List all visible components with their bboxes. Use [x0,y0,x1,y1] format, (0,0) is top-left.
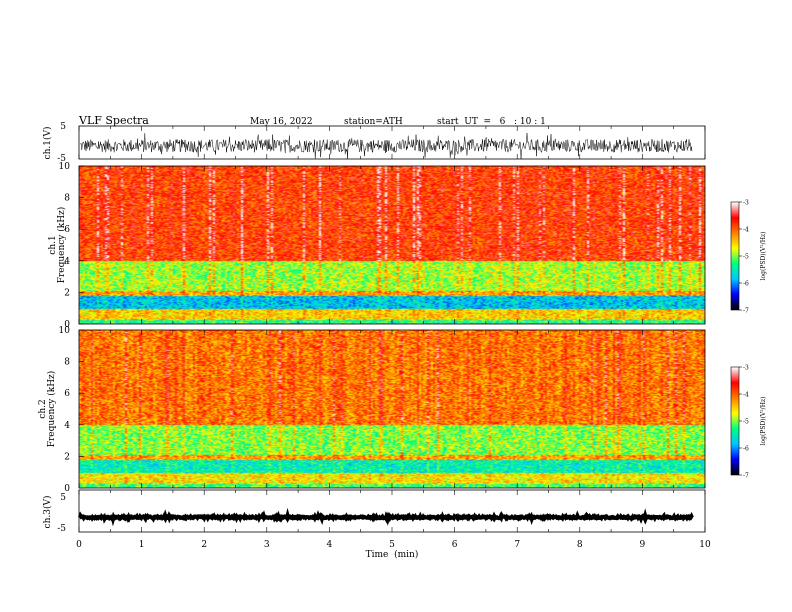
ch1-spectrogram-ytick-label: 8 [64,194,70,204]
ch3-ytick-top: 5 [60,493,66,503]
ch2-spectrogram-panel: 0 2 4 6 8 10 ch.2 Frequency (kHz) [38,326,706,494]
ch2-spectrogram-ytick-label: 0 [64,484,70,494]
ch2-spectrogram-ytick-label: 8 [64,358,70,368]
ch2-colorbar-tick-label: -3 [743,365,749,372]
ch3-waveform-frame [78,489,706,533]
ch2-colorbar-tick-label: -7 [743,473,749,480]
ch2-spectrogram-ylabel-frequency: Frequency (kHz) [46,371,57,448]
ch1-waveform-trace [79,132,693,159]
ch1-spectrogram-ytick-label: 4 [64,257,70,267]
ch1-spectrogram-ytick-label: 0 [64,320,70,330]
ch1-colorbar-ticks: -3 -4 -5 -6 -7 [739,200,749,315]
time-tick-label: 6 [452,540,458,550]
start-time-label: start UT = 6 : 10 : 1 [437,117,546,127]
ch1-colorbar-tick-label: -5 [743,254,749,261]
date-label: May 16, 2022 [250,117,313,127]
station-label: station=ATH [344,117,403,127]
time-tick-label: 8 [577,540,583,550]
time-tick-label: 7 [514,540,520,550]
ch1-spectrogram-ylabel-frequency: Frequency (kHz) [56,207,67,284]
time-tick-label: 2 [201,540,207,550]
ch1-colorbar-image [731,202,739,310]
ch2-colorbar-tick-label: -4 [743,392,749,399]
ch2-colorbar-ticks: -3 -4 -5 -6 -7 [739,365,749,480]
ch1-waveform-ylabel: ch.1(V) [42,127,53,160]
ch3-waveform-trace [78,507,694,527]
ch2-spectrogram-ytick-label: 10 [59,326,71,336]
ch2-spectrogram-ytick-label: 6 [64,389,70,399]
ch1-ytick-bottom: -5 [57,154,66,164]
time-tick-label: 4 [327,540,333,550]
ch1-colorbar-tick-label: -4 [743,227,749,234]
ch1-colorbar-label: log(PSD)(V²/Hz) [760,232,767,281]
ch2-spectrogram-ytick-label: 4 [64,421,70,431]
ch2-colorbar: -3 -4 -5 -6 -7 log(PSD)(V²/Hz) [730,365,767,480]
ch1-spectrogram-image [79,166,705,324]
ch1-spectrogram-ytick-label: 6 [64,225,70,235]
ch3-waveform-ylabel: ch.3(V) [42,496,53,529]
ch1-colorbar-tick-label: -3 [743,200,749,207]
time-tick-label: 1 [139,540,145,550]
ch2-colorbar-tick-label: -5 [743,419,749,426]
ch2-spectrogram-ylabel-channel: ch.2 [38,399,48,418]
ch1-colorbar: -3 -4 -5 -6 -7 log(PSD)(V²/Hz) [730,200,767,315]
ch1-spectrogram-yticks: 0 2 4 6 8 10 [59,162,84,330]
ch2-colorbar-tick-label: -6 [743,446,749,453]
time-tick-label: 10 [699,540,711,550]
ch1-ytick-top: 5 [60,122,66,132]
ch1-colorbar-tick-label: -7 [743,308,749,315]
ch1-spectrogram-ylabel-channel: ch.1 [48,235,58,254]
time-axis-label: Time (min) [366,549,419,560]
time-tick-label: 0 [76,540,82,550]
time-tick-label: 3 [264,540,270,550]
ch2-colorbar-image [731,367,739,475]
ch1-spectrogram-ytick-label: 10 [59,162,71,172]
ch3-ytick-bottom: -5 [57,524,66,534]
ch1-spectrogram-ytick-label: 2 [64,288,70,298]
ch1-spectrogram-panel: 0 2 4 6 8 10 ch.1 Frequency (kHz) [48,162,706,330]
ch2-spectrogram-yticks: 0 2 4 6 8 10 [59,326,84,494]
ch1-colorbar-tick-label: -6 [743,281,749,288]
ch2-spectrogram-image [79,330,705,488]
time-tick-label: 9 [640,540,646,550]
time-axis-ticks [78,126,706,532]
time-axis-labels: 0 1 2 3 4 5 6 7 8 9 10 [76,540,711,550]
figure-title: VLF Spectra [78,114,149,127]
ch2-spectrogram-ytick-label: 2 [64,452,70,462]
ch2-colorbar-label: log(PSD)(V²/Hz) [760,397,767,446]
time-tick-label: 5 [389,540,395,550]
